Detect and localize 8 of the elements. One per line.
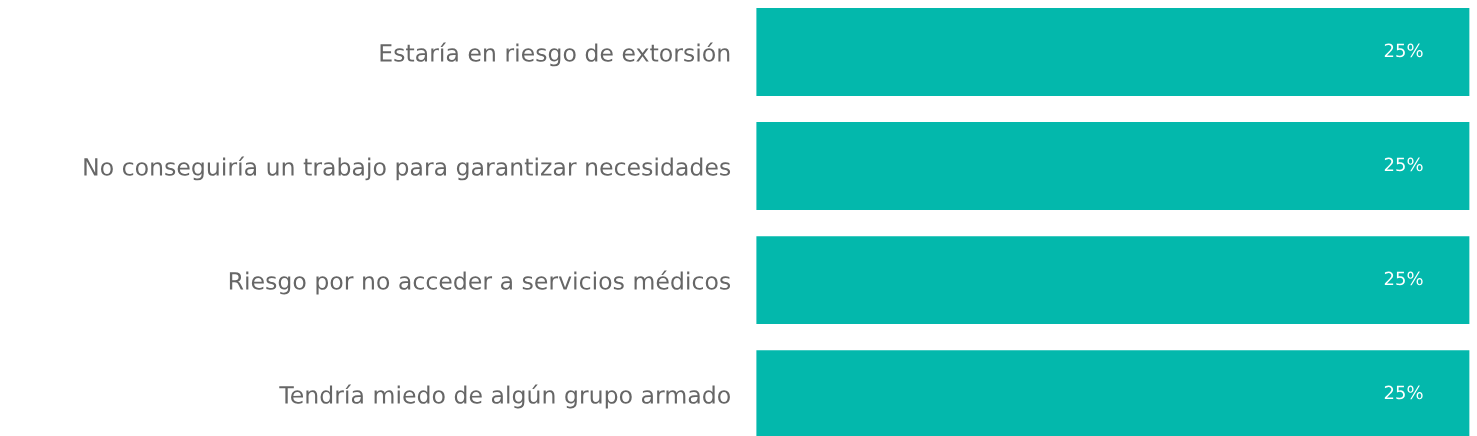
data-label: 25% (1384, 385, 1423, 400)
y-tick-label: Riesgo por no acceder a servicios médicos (229, 270, 731, 295)
y-tick-label: Estaría en riesgo de extorsión (380, 42, 730, 67)
data-label: 25% (1384, 271, 1423, 286)
data-label: 25% (1384, 43, 1423, 58)
y-tick-label: Tendría miedo de algún grupo armado (279, 384, 730, 409)
y-tick-label: No conseguiría un trabajo para garantizar necesidades (84, 156, 731, 181)
data-label: 25% (1384, 157, 1423, 172)
